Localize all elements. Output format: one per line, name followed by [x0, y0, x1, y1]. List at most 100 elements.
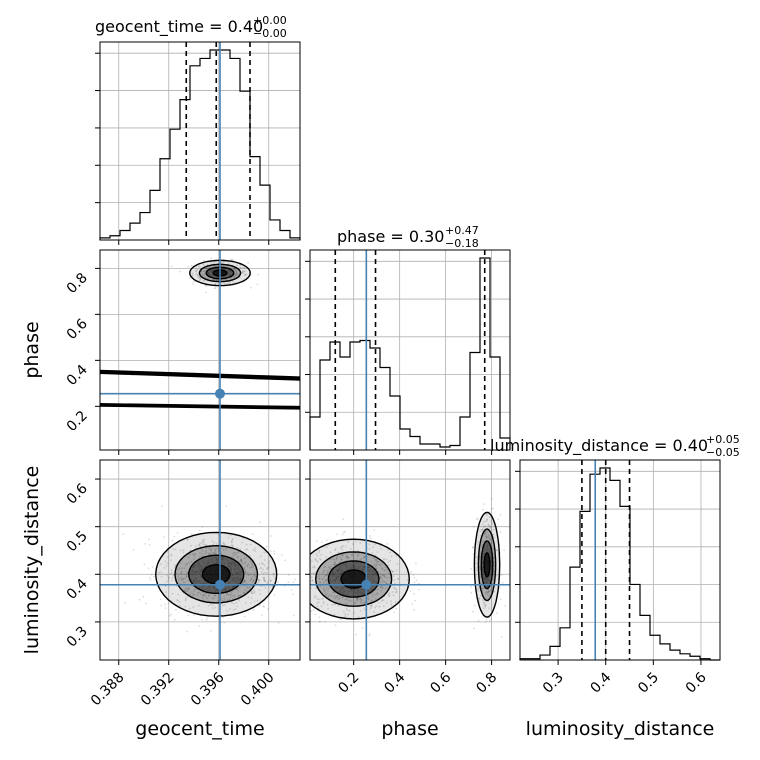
scatter-point	[493, 570, 495, 573]
scatter-point	[253, 579, 256, 582]
scatter-point	[256, 599, 259, 602]
scatter-point	[491, 522, 494, 525]
scatter-point	[244, 571, 247, 573]
scatter-point	[482, 561, 484, 564]
scatter-point	[355, 599, 358, 602]
scatter-point	[221, 558, 223, 560]
scatter-point	[337, 551, 340, 554]
scatter-point	[229, 562, 231, 564]
panel-grid	[100, 42, 300, 240]
scatter-point	[227, 594, 230, 597]
scatter-point	[192, 593, 195, 595]
scatter-point	[223, 276, 225, 278]
scatter-point	[378, 572, 381, 575]
title-plus: +0.47	[445, 224, 479, 237]
scatter-point	[204, 270, 207, 273]
scatter-point	[187, 265, 190, 268]
scatter-point	[483, 580, 486, 583]
scatter-point	[474, 409, 476, 411]
scatter-point	[185, 574, 188, 576]
scatter-point	[373, 529, 376, 531]
scatter-point	[333, 603, 336, 606]
scatter-point	[232, 562, 235, 565]
scatter-point	[414, 599, 416, 602]
scatter-point	[484, 592, 487, 595]
scatter-point	[196, 273, 199, 276]
scatter-point	[229, 593, 232, 596]
scatter-point	[322, 407, 324, 409]
scatter-point	[248, 586, 251, 589]
scatter-point	[211, 597, 214, 599]
scatter-point	[592, 388, 594, 390]
scatter-point	[190, 264, 193, 267]
scatter-point	[207, 277, 209, 280]
scatter-point	[226, 282, 229, 285]
scatter-point	[664, 411, 666, 413]
scatter-point	[204, 285, 207, 288]
scatter-point	[382, 379, 384, 381]
histogram-step	[309, 257, 511, 450]
scatter-point	[483, 603, 486, 606]
scatter-point	[215, 562, 218, 565]
y-tick-label: 0.2	[64, 408, 91, 435]
scatter-point	[224, 588, 227, 591]
scatter-point	[230, 567, 233, 570]
scatter-point	[258, 563, 261, 566]
scatter-point	[199, 565, 202, 567]
scatter-point	[207, 559, 210, 561]
scatter-point	[195, 581, 198, 583]
scatter-point	[232, 585, 235, 588]
scatter-point	[263, 551, 266, 554]
scatter-point	[182, 577, 185, 580]
scatter-point	[18, 368, 20, 370]
scatter-point	[480, 528, 483, 531]
panel-frame	[99, 249, 301, 451]
scatter-point	[357, 380, 359, 382]
scatter-point	[488, 516, 491, 519]
scatter-point	[206, 267, 209, 270]
contour-line	[198, 263, 242, 283]
scatter-point	[221, 590, 224, 592]
scatter-point	[475, 556, 477, 559]
scatter-point	[148, 576, 151, 579]
scatter-point	[362, 592, 365, 595]
scatter-point	[228, 586, 230, 589]
scatter-point	[394, 381, 396, 383]
scatter-point	[474, 604, 476, 607]
scatter-point	[318, 620, 321, 623]
scatter-point	[62, 369, 64, 371]
scatter-point	[226, 609, 229, 612]
scatter-point	[412, 592, 415, 595]
scatter-point	[369, 568, 371, 570]
scatter-point	[319, 620, 322, 623]
scatter-point	[228, 274, 231, 277]
scatter-point	[178, 579, 180, 582]
scatter-point	[181, 567, 184, 569]
scatter-point	[243, 568, 246, 571]
contour-line	[477, 528, 497, 602]
scatter-point	[252, 580, 255, 583]
scatter-point	[250, 566, 253, 569]
scatter-point	[571, 388, 573, 390]
scatter-point	[485, 409, 487, 411]
scatter-point	[201, 526, 204, 528]
scatter-point	[244, 571, 247, 574]
scatter-point	[216, 562, 219, 564]
scatter-point	[251, 561, 254, 564]
scatter-point	[622, 388, 624, 390]
scatter-point	[383, 408, 385, 410]
scatter-point	[334, 572, 337, 574]
scatter-point	[252, 589, 255, 592]
scatter-point	[302, 583, 304, 585]
scatter-point	[412, 574, 415, 576]
scatter-point	[246, 586, 248, 589]
scatter-point	[439, 383, 441, 385]
scatter-point	[411, 603, 414, 605]
scatter-point	[215, 588, 218, 590]
scatter-point	[367, 596, 370, 599]
scatter-point	[202, 543, 204, 546]
scatter-point	[455, 409, 457, 411]
scatter-point	[485, 604, 487, 606]
scatter-point	[362, 602, 365, 604]
scatter-point	[16, 369, 18, 371]
